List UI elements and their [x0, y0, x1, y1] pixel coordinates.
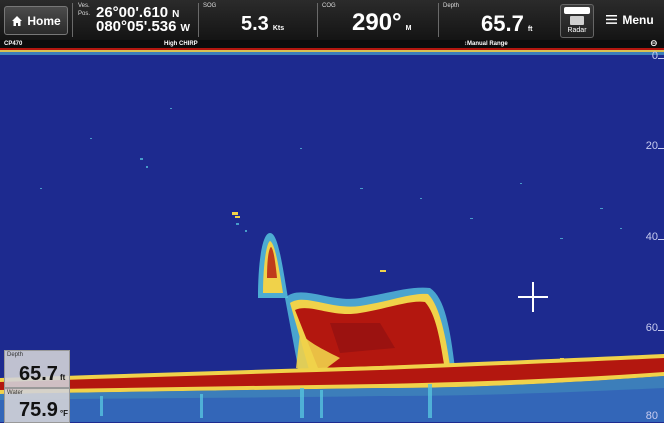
depth-tick — [658, 330, 664, 331]
depth-scale-80: 80 — [645, 410, 658, 422]
hamburger-icon — [606, 15, 618, 24]
vessel-position-cell[interactable]: Ves. Pos. 26°00'.610 N 080°05'.536 W — [74, 0, 198, 40]
depth-scale-20: 20 — [645, 140, 658, 152]
range-arrows-icon: ↕ — [464, 41, 467, 47]
radar-icon — [570, 16, 584, 25]
depth-tick — [658, 58, 664, 59]
depth-tick — [658, 239, 664, 240]
depth-value: 65.7 ft — [481, 11, 533, 36]
depth-tick — [658, 148, 664, 149]
depth-data-box[interactable]: Depth 65.7 ft — [4, 350, 70, 388]
divider — [72, 3, 73, 37]
status-bar: Home Ves. Pos. 26°00'.610 N 080°05'.536 W … — [0, 0, 664, 41]
depth-scale-0: 0 — [651, 50, 658, 62]
cog-label: COG — [322, 3, 336, 9]
depth-scale-40: 40 — [645, 231, 658, 243]
zoom-icon[interactable]: ⊖ — [650, 38, 658, 48]
sog-label: SOG — [203, 3, 217, 9]
longitude: 080°05'.536 W — [96, 18, 190, 35]
sog-value: 5.3 Kts — [241, 13, 285, 35]
water-box-value: 75.9 °F — [19, 399, 69, 421]
sonar-echo-image — [0, 48, 664, 422]
home-label: Home — [27, 13, 61, 28]
depth-scale-60: 60 — [645, 322, 658, 334]
depth-label: Depth — [443, 3, 460, 9]
sog-cell[interactable]: SOG 5.3 Kts — [199, 0, 317, 40]
transducer-source: CP470 — [4, 41, 23, 47]
radar-label: Radar — [567, 27, 587, 34]
menu-label: Menu — [622, 12, 654, 27]
cog-cell[interactable]: COG 290° M — [318, 0, 438, 40]
home-button[interactable]: Home — [4, 6, 68, 35]
radar-button[interactable]: Radar — [560, 4, 594, 38]
divider — [438, 3, 439, 37]
cursor-crosshair-vertical[interactable] — [532, 282, 534, 312]
depth-box-value: 65.7 ft — [19, 363, 66, 385]
divider — [317, 3, 318, 37]
home-icon — [12, 15, 23, 26]
range-mode[interactable]: ↕Manual Range — [464, 41, 508, 47]
depth-box-label: Depth — [7, 352, 24, 358]
vessel-position-label-1: Ves. — [78, 3, 90, 9]
depth-cell[interactable]: Depth 65.7 ft — [439, 0, 555, 40]
sonar-display[interactable]: 0 20 40 60 80 — [0, 48, 664, 422]
menu-button[interactable]: Menu — [600, 6, 660, 33]
water-box-label: Water — [7, 390, 23, 396]
frequency-mode[interactable]: High CHIRP — [164, 41, 198, 47]
cog-value: 290° M — [352, 9, 412, 36]
vessel-position-label-2: Pos. — [78, 11, 91, 17]
latitude: 26°00'.610 N — [96, 4, 180, 21]
divider — [198, 3, 199, 37]
water-temp-data-box[interactable]: Water 75.9 °F — [4, 388, 70, 423]
sonar-info-bar: CP470 High CHIRP ↕Manual Range ⊖ — [0, 38, 664, 48]
radar-badge — [564, 7, 590, 14]
